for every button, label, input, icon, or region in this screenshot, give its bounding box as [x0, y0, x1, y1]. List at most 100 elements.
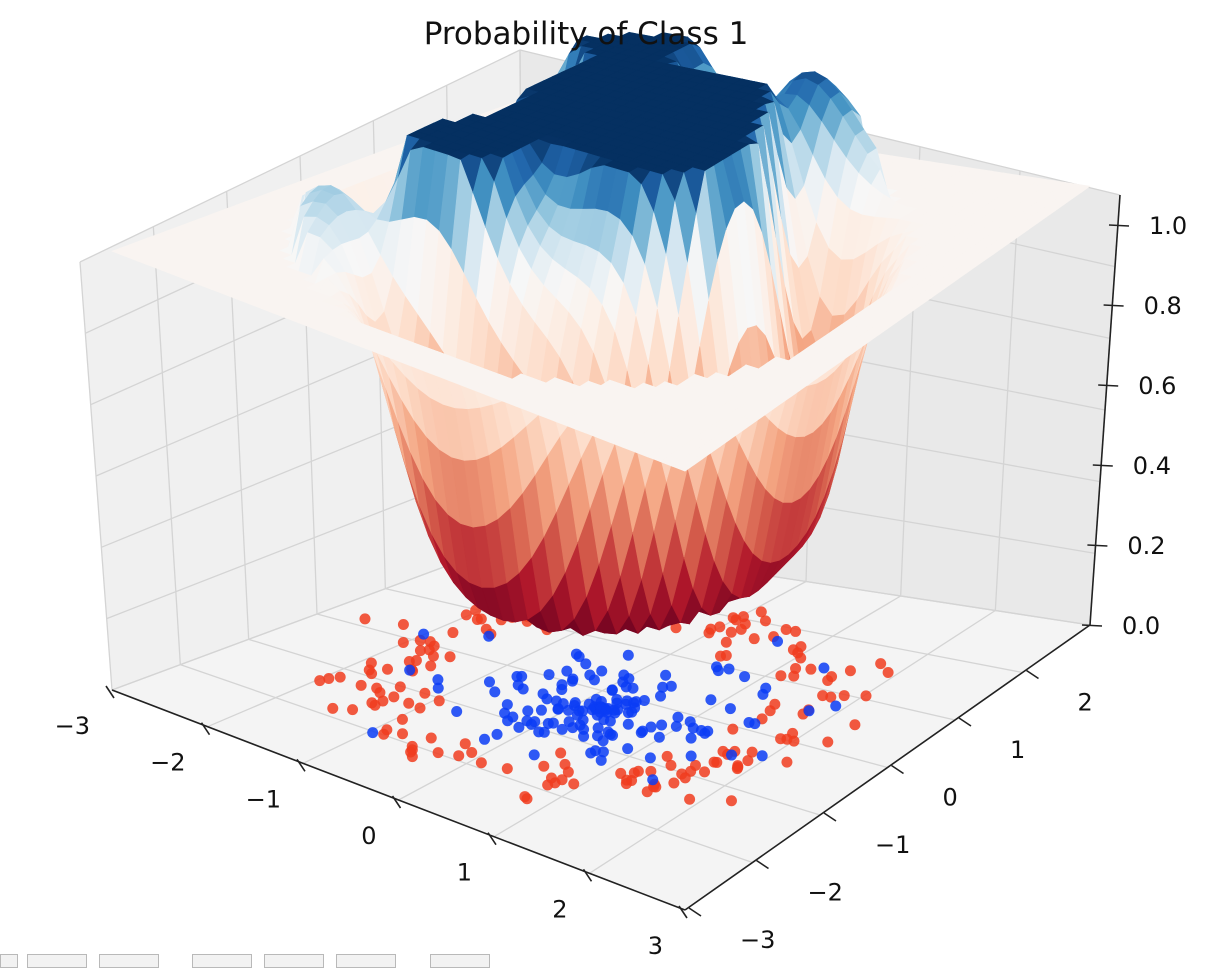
scatter-point: [742, 755, 754, 767]
toolbar-save-button[interactable]: [430, 954, 490, 968]
x-tick-label: −2: [150, 749, 185, 777]
scatter-point: [543, 669, 555, 681]
scatter-point: [519, 791, 531, 803]
scatter-point: [459, 738, 471, 750]
scatter-point: [479, 733, 491, 745]
toolbar-pan-button[interactable]: [192, 954, 252, 968]
z-tick-label: 1.0: [1149, 212, 1187, 240]
tick-mark: [1103, 304, 1124, 307]
toolbar-zoom-button[interactable]: [264, 954, 324, 968]
y-tick-label: 1: [1010, 736, 1025, 764]
scatter-point: [655, 690, 667, 702]
scatter-point: [573, 651, 585, 663]
scatter-point: [756, 750, 768, 762]
scatter-points: [314, 576, 894, 807]
scatter-point: [414, 702, 426, 714]
x-tick-label: −3: [55, 712, 90, 740]
scatter-point: [882, 666, 894, 678]
scatter-point: [561, 665, 573, 677]
scatter-point: [425, 732, 437, 744]
scatter-point: [638, 694, 650, 706]
scatter-point: [542, 779, 554, 791]
tick-mark: [891, 764, 904, 775]
scatter-point: [708, 756, 720, 768]
toolbar-back-button[interactable]: [27, 954, 87, 968]
y-axis-line: [684, 624, 1091, 911]
toolbar-configure-button[interactable]: [336, 954, 396, 968]
probability-surface: [111, 31, 1091, 637]
scatter-point: [501, 699, 513, 711]
tick-mark: [958, 717, 972, 727]
scatter-point: [491, 728, 503, 740]
scatter-point: [606, 684, 618, 696]
x-tick-label: −1: [246, 785, 281, 813]
scatter-point: [844, 665, 856, 677]
scatter-point: [622, 718, 634, 730]
scatter-point: [702, 725, 714, 737]
scatter-point: [466, 746, 478, 758]
toolbar-home-button[interactable]: [0, 954, 18, 968]
scatter-point: [397, 618, 409, 630]
scatter-point: [838, 690, 850, 702]
scatter-point: [522, 705, 534, 717]
scatter-point: [377, 695, 389, 707]
tick-mark: [296, 758, 306, 772]
y-tick-label: −3: [740, 926, 775, 954]
scatter-point: [475, 613, 487, 625]
x-axis-line: [111, 689, 686, 911]
scatter-point: [388, 691, 400, 703]
scatter-point: [759, 615, 771, 627]
grid-line: [79, 49, 521, 263]
scatter-point: [489, 686, 501, 698]
scatter-point: [849, 719, 861, 731]
scatter-point: [781, 756, 793, 768]
scatter-point: [314, 675, 326, 687]
z-tick-label: 0.0: [1122, 612, 1160, 640]
scatter-point: [647, 774, 659, 786]
scatter-point: [396, 713, 408, 725]
scatter-point: [366, 697, 378, 709]
scatter-point: [397, 636, 409, 648]
scatter-point: [628, 697, 640, 709]
scatter-point: [556, 723, 568, 735]
scatter-point: [656, 719, 668, 731]
x-tick-label: 2: [552, 895, 567, 923]
scatter-point: [347, 704, 359, 716]
scatter-point: [623, 673, 635, 685]
scatter-point: [727, 723, 739, 735]
x-tick-label: 0: [361, 822, 376, 850]
scatter-point: [792, 647, 804, 659]
scatter-point: [483, 676, 495, 688]
scatter-point: [433, 695, 445, 707]
scatter-point: [355, 679, 367, 691]
scatter-point: [381, 724, 393, 736]
scatter-point: [822, 674, 834, 686]
scatter-point: [403, 697, 415, 709]
scatter-point: [502, 715, 514, 727]
scatter-point: [699, 766, 711, 778]
scatter-point: [746, 746, 758, 758]
scatter-point: [723, 663, 735, 675]
scatter-point: [788, 670, 800, 682]
scatter-point: [818, 662, 830, 674]
scatter-point: [367, 727, 379, 739]
scatter-point: [755, 606, 767, 618]
scatter-point: [359, 613, 371, 625]
scatter-point: [632, 765, 644, 777]
toolbar-forward-button[interactable]: [99, 954, 159, 968]
scatter-point: [822, 736, 834, 748]
scatter-point: [665, 759, 677, 771]
tick-mark: [1026, 669, 1039, 680]
scatter-point: [555, 747, 567, 759]
axis-ticks: −3 −2 −1 0 1 2 3 −3 −2 −1 0 1 2 0.0 0.2 0.4 0.6 0.8 1.0: [55, 212, 1188, 960]
scatter-point: [772, 635, 784, 647]
scatter-point: [557, 698, 569, 710]
scatter-point: [622, 649, 634, 661]
scatter-point: [577, 714, 589, 726]
scatter-point: [875, 658, 887, 670]
scatter-point: [622, 743, 634, 755]
scatter-point: [566, 675, 578, 687]
scatter-point: [595, 754, 607, 766]
scatter-point: [653, 731, 665, 743]
scatter-point: [533, 726, 545, 738]
